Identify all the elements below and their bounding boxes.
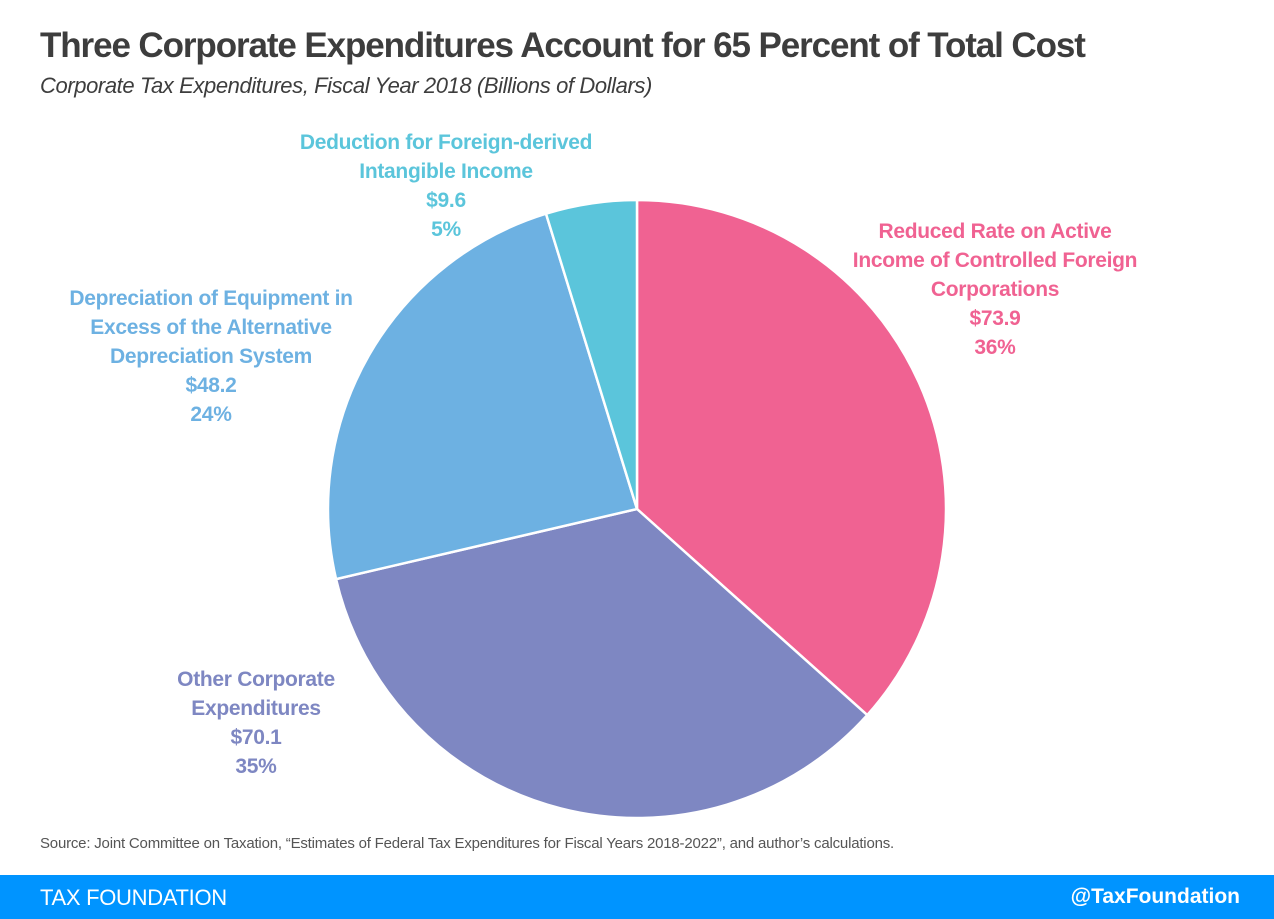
slice-label-other: Other Corporate Expenditures $70.1 35% bbox=[177, 665, 335, 781]
slice-label-depreciation: Depreciation of Equipment in Excess of t… bbox=[69, 284, 353, 429]
pie-slice-0 bbox=[635, 198, 948, 717]
value-label: $73.9 bbox=[969, 307, 1021, 330]
percent-label: 36% bbox=[974, 336, 1016, 359]
label-line: Income of Controlled Foreign bbox=[852, 249, 1138, 272]
value-label: $70.1 bbox=[230, 726, 282, 749]
chart-subtitle: Corporate Tax Expenditures, Fiscal Year … bbox=[40, 73, 652, 98]
label-line: Corporations bbox=[930, 278, 1060, 301]
value-label: $9.6 bbox=[426, 189, 466, 212]
value-label: $48.2 bbox=[185, 374, 237, 397]
slice-label-fdii: Deduction for Foreign-derived Intangible… bbox=[299, 128, 593, 244]
percent-label: 35% bbox=[235, 755, 277, 778]
pie-slice-3 bbox=[544, 198, 639, 510]
source-note: Source: Joint Committee on Taxation, “Es… bbox=[40, 835, 894, 852]
percent-label: 5% bbox=[431, 218, 461, 241]
label-line: Depreciation of Equipment in bbox=[69, 287, 353, 310]
slice-label-reduced-rate: Reduced Rate on Active Income of Control… bbox=[852, 217, 1138, 362]
label-line: Expenditures bbox=[191, 697, 321, 720]
label-line: Reduced Rate on Active bbox=[878, 220, 1112, 243]
label-line: Intangible Income bbox=[359, 160, 533, 183]
twitter-handle[interactable]: @TaxFoundation bbox=[1070, 885, 1240, 908]
pie-slice-2 bbox=[326, 212, 639, 581]
label-line: Excess of the Alternative bbox=[90, 316, 332, 339]
label-line: Depreciation System bbox=[109, 345, 313, 368]
label-line: Deduction for Foreign-derived bbox=[299, 131, 593, 154]
percent-label: 24% bbox=[190, 403, 232, 426]
pie-slice-1 bbox=[334, 507, 869, 820]
label-line: Other Corporate bbox=[177, 668, 335, 691]
brand-name: TAX FOUNDATION bbox=[40, 885, 227, 910]
chart-title: Three Corporate Expenditures Account for… bbox=[40, 26, 1086, 65]
footer-bar: TAX FOUNDATION @TaxFoundation bbox=[0, 875, 1274, 919]
